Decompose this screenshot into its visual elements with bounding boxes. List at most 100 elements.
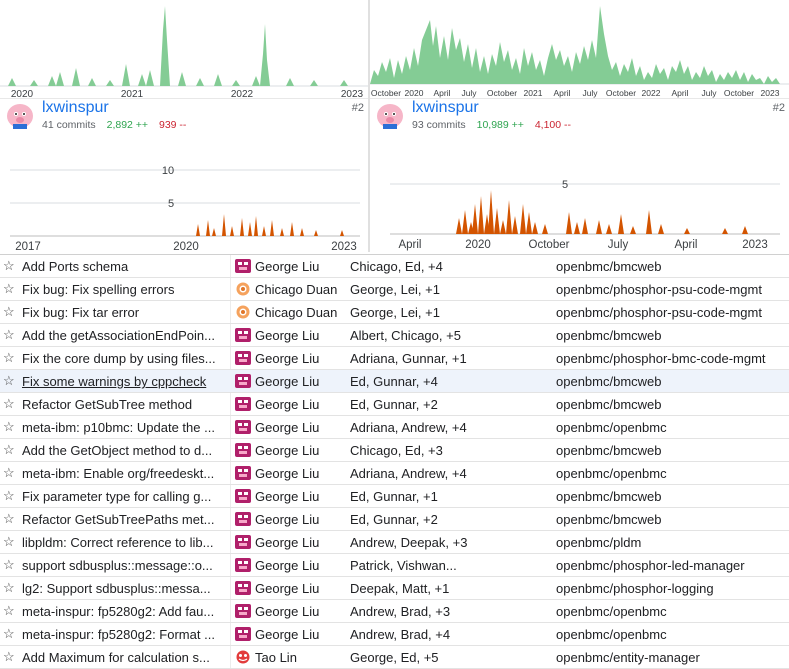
star-icon[interactable]: ☆ — [3, 603, 15, 618]
author-name: George Liu — [255, 466, 320, 481]
commit-author: George Liu — [235, 351, 319, 366]
author-name: George Liu — [255, 443, 320, 458]
commit-reviewers: Ed, Gunnar, +4 — [350, 374, 438, 389]
commit-count: 93 commits — [412, 119, 466, 131]
star-icon[interactable]: ☆ — [3, 511, 15, 526]
commit-repo[interactable]: openbmc/openbmc — [556, 420, 667, 435]
commit-subject[interactable]: Add Ports schema — [22, 259, 129, 274]
commit-repo[interactable]: openbmc/phosphor-bmc-code-mgmt — [556, 351, 766, 366]
commit-subject[interactable]: meta-inspur: fp5280g2: Add fau... — [22, 604, 215, 619]
commit-row[interactable]: ☆ Add the GetObject method to d... Georg… — [0, 439, 789, 462]
commit-row[interactable]: ☆ Add the getAssociationEndPoin... Georg… — [0, 324, 789, 347]
commit-reviewers: Adriana, Andrew, +4 — [350, 466, 467, 481]
commit-subject[interactable]: Add the getAssociationEndPoin... — [22, 328, 215, 343]
author-name: George Liu — [255, 581, 320, 596]
commit-repo[interactable]: openbmc/bmcweb — [556, 397, 662, 412]
commit-row[interactable]: ☆ support sdbusplus::message::o... Georg… — [0, 554, 789, 577]
commit-subject[interactable]: Fix bug: Fix tar error — [22, 305, 140, 320]
star-icon[interactable]: ☆ — [3, 534, 15, 549]
commit-reviewers: George, Lei, +1 — [350, 282, 440, 297]
commit-row[interactable]: ☆ meta-inspur: fp5280g2: Add fau... Geor… — [0, 600, 789, 623]
commit-repo[interactable]: openbmc/pldm — [556, 535, 642, 550]
author-name: George Liu — [255, 489, 320, 504]
commit-repo[interactable]: openbmc/phosphor-logging — [556, 581, 714, 596]
commit-row[interactable]: ☆ meta-ibm: p10bmc: Update the ... Georg… — [0, 416, 789, 439]
star-icon[interactable]: ☆ — [3, 304, 15, 319]
commit-reviewers: Deepak, Matt, +1 — [350, 581, 450, 596]
bottom-axis-label: April — [674, 239, 697, 251]
commit-repo[interactable]: openbmc/entity-manager — [556, 650, 700, 665]
star-icon[interactable]: ☆ — [3, 419, 15, 434]
star-icon[interactable]: ☆ — [3, 626, 15, 641]
star-icon[interactable]: ☆ — [3, 465, 15, 480]
commit-row[interactable]: ☆ meta-ibm: Enable org/freedeskt... Geor… — [0, 462, 789, 485]
commit-repo[interactable]: openbmc/bmcweb — [556, 328, 662, 343]
commit-row[interactable]: ☆ Add Ports schema George Liu Chicago, E… — [0, 255, 789, 278]
commit-author: George Liu — [235, 259, 319, 274]
commit-row-hovered[interactable]: ☆ Fix some warnings by cppcheck George L… — [0, 370, 789, 393]
commit-repo[interactable]: openbmc/bmcweb — [556, 512, 662, 527]
commit-subject[interactable]: libpldm: Correct reference to lib... — [22, 535, 214, 550]
pig-avatar-icon[interactable] — [4, 102, 36, 130]
bottom-axis-label: 2017 — [15, 241, 41, 252]
commit-subject[interactable]: Fix the core dump by using files... — [22, 351, 216, 366]
commit-row[interactable]: ☆ Fix parameter type for calling g... Ge… — [0, 485, 789, 508]
commit-repo[interactable]: openbmc/phosphor-psu-code-mgmt — [556, 282, 762, 297]
star-icon[interactable]: ☆ — [3, 442, 15, 457]
commit-subject[interactable]: support sdbusplus::message::o... — [22, 558, 213, 573]
commit-subject[interactable]: meta-ibm: p10bmc: Update the ... — [22, 420, 215, 435]
commit-repo[interactable]: openbmc/bmcweb — [556, 374, 662, 389]
commit-subject[interactable]: lg2: Support sdbusplus::messa... — [22, 581, 211, 596]
commit-activity-area-chart-right: October 2020 April July October 2021 Apr… — [370, 0, 789, 98]
commit-row[interactable]: ☆ libpldm: Correct reference to lib... G… — [0, 531, 789, 554]
star-icon[interactable]: ☆ — [3, 488, 15, 503]
commit-bars — [456, 190, 748, 234]
star-icon[interactable]: ☆ — [3, 557, 15, 572]
commit-subject[interactable]: Fix bug: Fix spelling errors — [22, 282, 175, 297]
commit-subject[interactable]: Fix parameter type for calling g... — [22, 489, 212, 504]
commit-row[interactable]: ☆ Fix bug: Fix spelling errors Chicago D… — [0, 278, 789, 301]
star-icon[interactable]: ☆ — [3, 396, 15, 411]
commit-row[interactable]: ☆ Refactor GetSubTree method George Liu … — [0, 393, 789, 416]
commit-repo[interactable]: openbmc/bmcweb — [556, 259, 662, 274]
commit-activity-area — [0, 6, 368, 86]
star-icon[interactable]: ☆ — [3, 649, 15, 664]
star-icon[interactable]: ☆ — [3, 350, 15, 365]
commit-author: George Liu — [235, 581, 319, 596]
star-icon[interactable]: ☆ — [3, 580, 15, 595]
commit-repo[interactable]: openbmc/openbmc — [556, 604, 667, 619]
commit-subject[interactable]: meta-inspur: fp5280g2: Format ... — [22, 627, 215, 642]
contributor-name-link[interactable]: lxwinspur — [42, 99, 109, 116]
star-icon[interactable]: ☆ — [3, 281, 15, 296]
bottom-axis-label: April — [398, 239, 421, 251]
commit-subject[interactable]: meta-ibm: Enable org/freedeskt... — [22, 466, 215, 481]
author-name: Chicago Duan — [255, 305, 338, 320]
commit-subject[interactable]: Add Maximum for calculation s... — [22, 650, 210, 665]
commit-row[interactable]: ☆ meta-inspur: fp5280g2: Format ... Geor… — [0, 623, 789, 646]
commit-row[interactable]: ☆ Fix bug: Fix tar error Chicago Duan Ge… — [0, 301, 789, 324]
commit-subject[interactable]: Refactor GetSubTree method — [22, 397, 193, 412]
top-axis-label: 2021 — [524, 88, 543, 98]
commit-repo[interactable]: openbmc/bmcweb — [556, 443, 662, 458]
commit-row[interactable]: ☆ lg2: Support sdbusplus::messa... Georg… — [0, 577, 789, 600]
commit-subject[interactable]: Fix some warnings by cppcheck — [22, 374, 207, 389]
commit-row[interactable]: ☆ Add Maximum for calculation s... Tao L… — [0, 646, 789, 669]
bottom-axis-label: 2023 — [742, 239, 768, 251]
commit-repo[interactable]: openbmc/bmcweb — [556, 489, 662, 504]
commit-author: George Liu — [235, 328, 319, 343]
star-icon[interactable]: ☆ — [3, 373, 15, 388]
commit-row[interactable]: ☆ Fix the core dump by using files... Ge… — [0, 347, 789, 370]
commit-repo[interactable]: openbmc/openbmc — [556, 466, 667, 481]
star-icon[interactable]: ☆ — [3, 327, 15, 342]
commit-repo[interactable]: openbmc/openbmc — [556, 627, 667, 642]
commit-count: 41 commits — [42, 119, 96, 131]
commit-subject[interactable]: Refactor GetSubTreePaths met... — [22, 512, 215, 527]
commit-repo[interactable]: openbmc/phosphor-led-manager — [556, 558, 745, 573]
commit-row[interactable]: ☆ Refactor GetSubTreePaths met... George… — [0, 508, 789, 531]
avatar-magenta-icon — [235, 420, 251, 434]
contributor-name-link[interactable]: lxwinspur — [412, 99, 479, 116]
commit-subject[interactable]: Add the GetObject method to d... — [22, 443, 213, 458]
pig-avatar-icon[interactable] — [374, 102, 406, 130]
commit-repo[interactable]: openbmc/phosphor-psu-code-mgmt — [556, 305, 762, 320]
star-icon[interactable]: ☆ — [3, 258, 15, 273]
